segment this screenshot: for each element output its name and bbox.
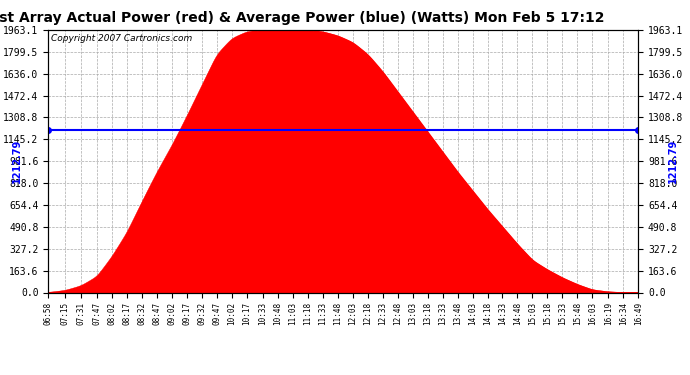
- Text: West Array Actual Power (red) & Average Power (blue) (Watts) Mon Feb 5 17:12: West Array Actual Power (red) & Average …: [0, 11, 604, 25]
- Text: 1212.79: 1212.79: [12, 139, 22, 183]
- Text: 1212.79: 1212.79: [668, 139, 678, 183]
- Text: Copyright 2007 Cartronics.com: Copyright 2007 Cartronics.com: [51, 34, 193, 43]
